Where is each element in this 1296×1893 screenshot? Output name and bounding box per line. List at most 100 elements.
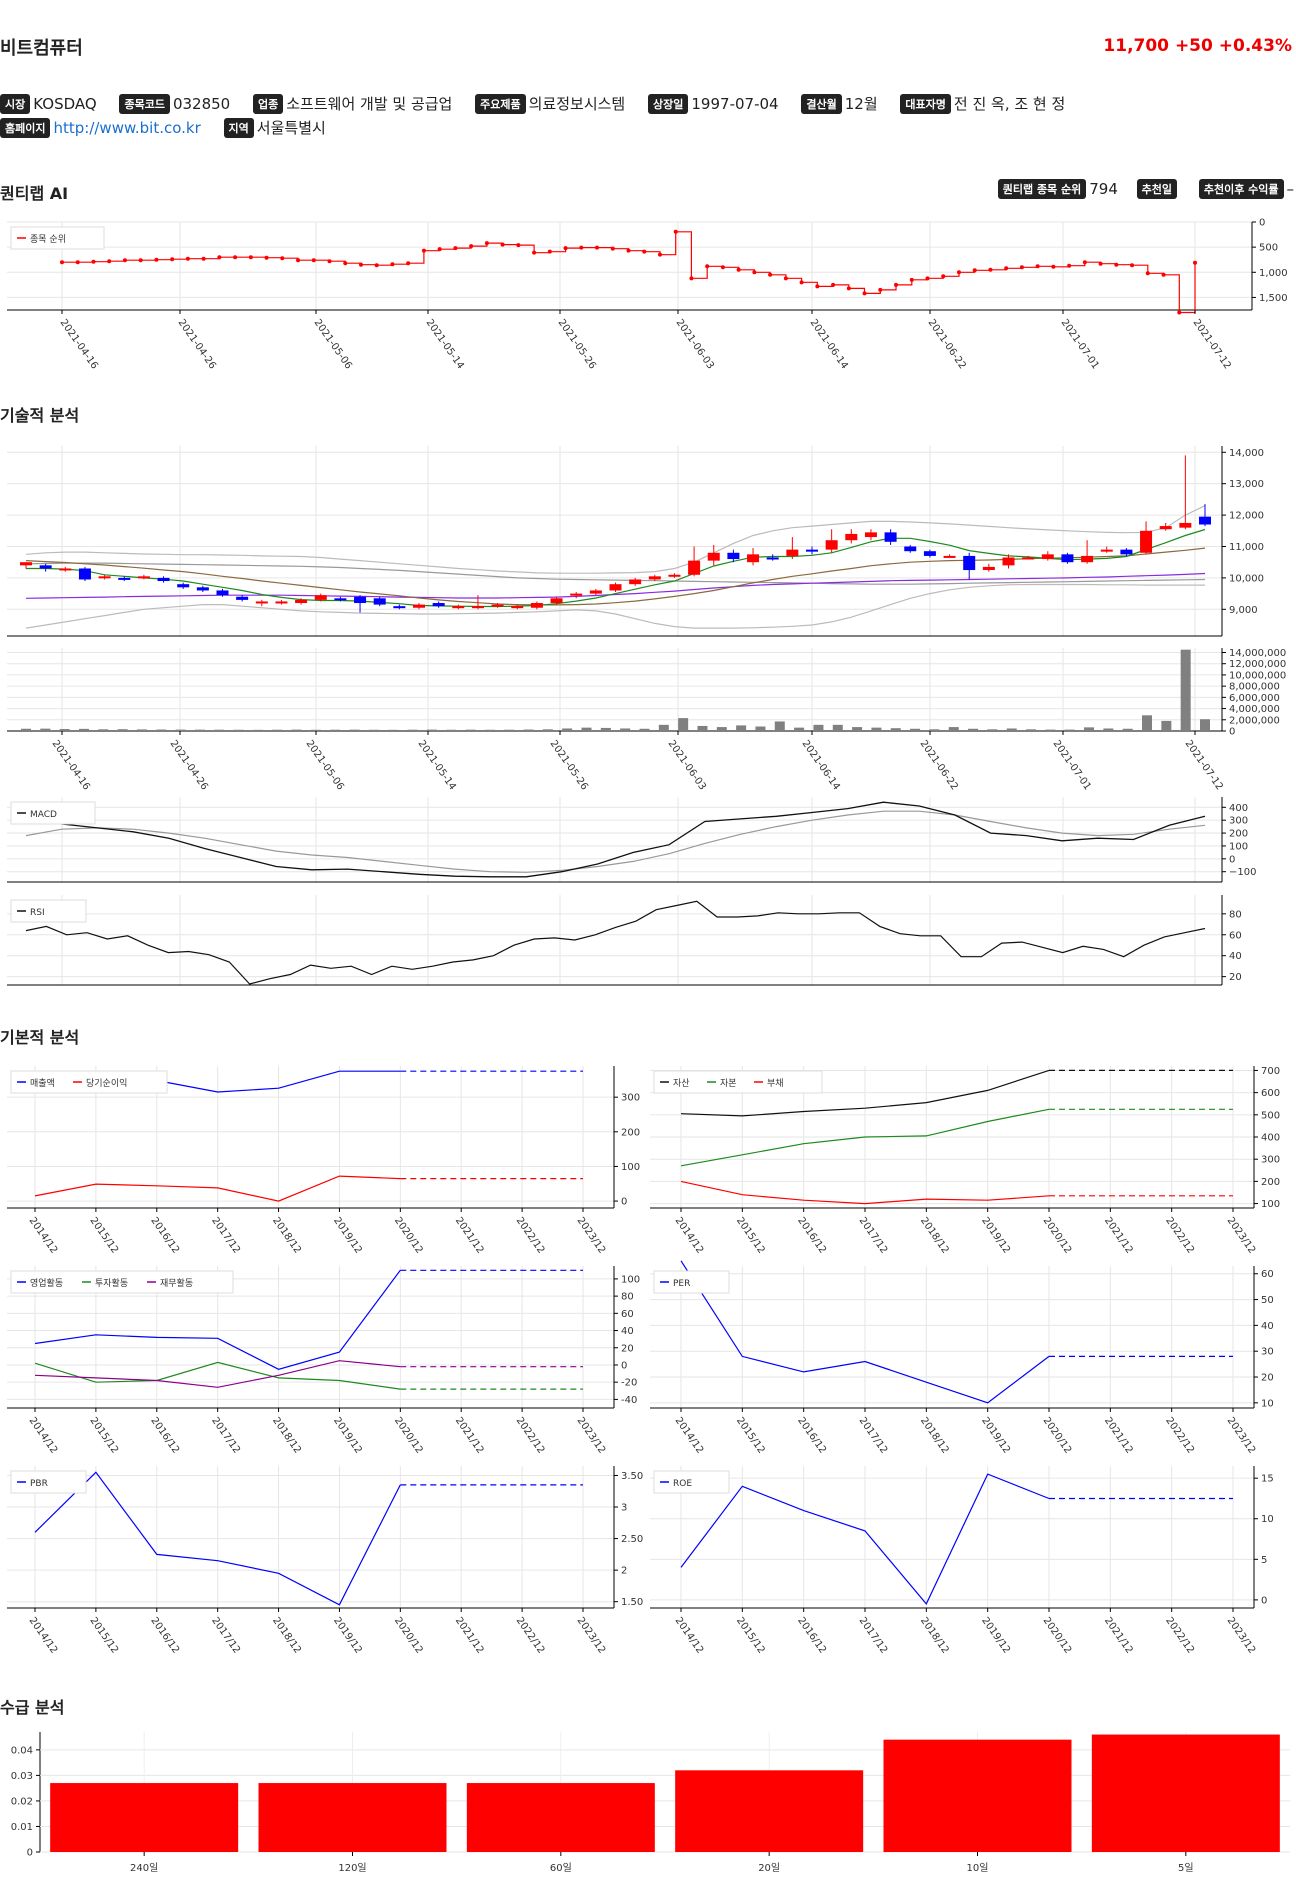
supply-xtick-label: 120일: [338, 1862, 366, 1874]
rank-point: [941, 274, 946, 279]
roe-xtick-label: 2015/12: [734, 1615, 767, 1655]
supply-ytick-label: 0.03: [11, 1771, 33, 1782]
rank-legend-label-0: 종목 순위: [30, 234, 66, 245]
candle-up: [137, 576, 150, 579]
envelope-line: [25, 562, 1206, 585]
volume-bar: [1180, 649, 1191, 731]
volume-bar: [562, 728, 573, 731]
rank-point: [673, 229, 678, 234]
section-title-fund: 기본적 분석: [0, 1028, 80, 1047]
sales_income-xtick-label: 2017/12: [209, 1215, 242, 1255]
cashflow-xtick-label: 2019/12: [331, 1415, 364, 1455]
rank-point: [1130, 263, 1135, 268]
rank-point: [894, 282, 899, 287]
assets-series-2-line: [680, 1180, 1050, 1205]
volume-ytick-label: 10,000,000: [1229, 670, 1286, 681]
candle-up: [1159, 526, 1172, 530]
rank-point: [75, 260, 80, 265]
volume-bar: [78, 728, 89, 731]
candle-up: [1022, 557, 1035, 560]
cashflow-ytick-label: 20: [621, 1343, 634, 1354]
sales_income-xtick-label: 2022/12: [514, 1215, 547, 1255]
candle-down: [963, 555, 976, 571]
code-value: 032850: [172, 95, 231, 113]
rank-point: [1019, 265, 1024, 270]
volume-xtick-label: 2021-05-06: [304, 738, 346, 792]
macd-ytick-label: 0: [1229, 854, 1235, 865]
per-xtick-label: 2019/12: [979, 1415, 1012, 1455]
supply-bar: [258, 1783, 447, 1852]
rsi-legend-label-0: RSI: [30, 908, 45, 918]
rank-point: [500, 242, 505, 247]
volume-bar: [1064, 729, 1075, 731]
volume-bar: [890, 728, 901, 731]
assets-xtick-label: 2023/12: [1225, 1215, 1258, 1255]
cashflow-ytick-label: -20: [621, 1378, 637, 1389]
supply-ytick-label: 0: [27, 1848, 33, 1859]
volume-bar: [871, 727, 882, 731]
rank-point: [91, 259, 96, 264]
cashflow-legend-label-0: 영업활동: [30, 1277, 63, 1289]
rank-point: [799, 280, 804, 285]
volume-xtick-label: 2021-05-14: [416, 738, 458, 792]
rank-point: [689, 276, 694, 281]
volume-bar: [620, 728, 631, 731]
rank-point: [1193, 260, 1197, 265]
supply-bar: [883, 1739, 1072, 1852]
rank-point: [217, 255, 222, 260]
roe-xtick-label: 2016/12: [795, 1615, 828, 1655]
candle-down: [157, 577, 170, 582]
per-xtick-label: 2020/12: [1041, 1415, 1074, 1455]
cashflow-ytick-label: 80: [621, 1292, 634, 1303]
per-ytick-label: 20: [1261, 1373, 1274, 1384]
pbr-xtick-label: 2023/12: [575, 1615, 608, 1655]
candle-down: [373, 598, 386, 605]
pbr-xtick-label: 2021/12: [453, 1615, 486, 1655]
assets-xtick-label: 2020/12: [1041, 1215, 1074, 1255]
pbr-ytick-label: 3.50: [621, 1471, 643, 1482]
candle-up: [943, 555, 956, 558]
rsi-ytick-label: 20: [1229, 972, 1242, 983]
candle-up: [747, 554, 760, 563]
rank-point: [1177, 310, 1182, 315]
assets-xtick-label: 2014/12: [673, 1215, 706, 1255]
candle-up: [255, 601, 268, 604]
volume-bar: [813, 724, 824, 731]
assets-series-0-line: [680, 1069, 1050, 1117]
volume-bar: [1122, 728, 1133, 731]
assets-legend-label-0: 자산: [673, 1078, 690, 1089]
pbr-xtick-label: 2022/12: [514, 1615, 547, 1655]
candle-up: [491, 604, 504, 607]
sales_income-xtick-label: 2019/12: [331, 1215, 364, 1255]
candle-up: [1179, 522, 1192, 528]
rank-point: [547, 249, 552, 254]
assets-ytick-label: 700: [1261, 1066, 1280, 1077]
section-title-tech: 기술적 분석: [0, 406, 80, 425]
homepage-link[interactable]: http://www.bit.co.kr: [53, 119, 201, 137]
per-xtick-label: 2022/12: [1163, 1415, 1196, 1455]
volume-bar: [600, 727, 611, 731]
rank-point: [60, 260, 64, 265]
rank-point: [233, 255, 238, 260]
listing-date-label: 상장일: [648, 94, 689, 114]
per-xtick-label: 2015/12: [734, 1415, 767, 1455]
candle-up: [471, 606, 484, 609]
ai-rank-label: 퀀티랩 종목 순위: [997, 179, 1087, 199]
rank-point: [138, 258, 143, 263]
supply-bar: [675, 1770, 864, 1852]
per-xtick-label: 2021/12: [1102, 1415, 1135, 1455]
pbr-xtick-label: 2017/12: [209, 1615, 242, 1655]
homepage-label: 홈페이지: [0, 118, 51, 138]
volume-bar: [349, 729, 360, 731]
supply-ytick-label: 0.01: [11, 1822, 33, 1833]
rank-point: [1114, 262, 1119, 267]
candle-up: [1140, 530, 1153, 553]
assets-legend-label-1: 자본: [720, 1078, 737, 1089]
pbr-ytick-label: 2: [621, 1566, 627, 1577]
listing-date-value: 1997-07-04: [691, 95, 779, 113]
sales_income-ytick-label: 300: [621, 1093, 640, 1104]
rank-legend-box: [10, 226, 105, 250]
assets-xtick-label: 2017/12: [857, 1215, 890, 1255]
macd-ytick-label: 100: [1229, 841, 1248, 852]
rank-xtick-label: 2021-05-14: [424, 317, 466, 371]
